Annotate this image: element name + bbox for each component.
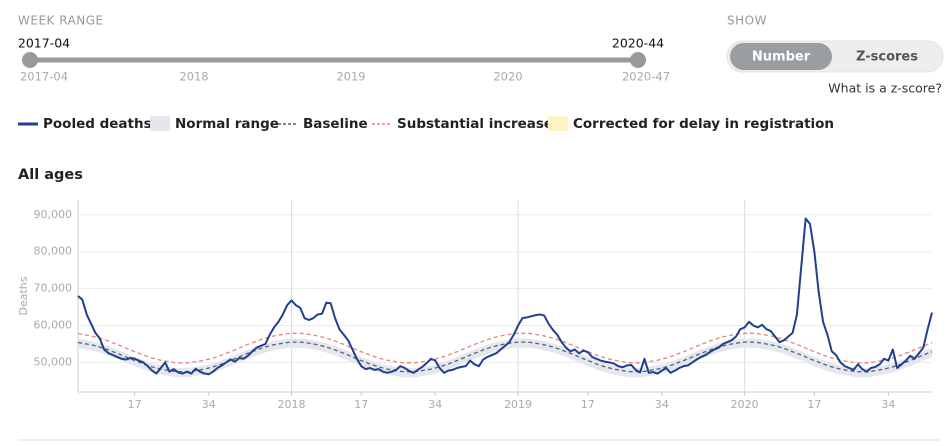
y-tick-label: 70,000 [34,282,73,295]
normal-range-band [78,338,932,378]
y-tick-label: 50,000 [34,355,73,368]
z-score-help[interactable]: What is a z-score? [828,81,942,96]
x-tick-label: 2020 [731,398,759,411]
y-tick-label: 60,000 [34,319,73,332]
y-axis-title: Deaths [17,276,30,315]
legend-label[interactable]: Normal range [175,116,279,132]
x-tick-label: 34 [428,398,442,411]
slider-tick-label: 2019 [336,70,365,84]
week-range-label: WEEK RANGE [18,14,104,28]
legend-swatch [548,116,568,131]
dashed-line [77,332,933,364]
toggle-option[interactable]: Z-scores [856,50,918,65]
x-tick-label: 2019 [504,398,532,411]
y-tick-label: 90,000 [34,208,73,221]
slider-handle-start[interactable] [22,52,38,68]
chart-title: All ages [18,167,83,183]
x-tick-label: 17 [581,398,595,411]
dashed-line [77,341,933,373]
toggle-option[interactable]: Number [752,50,811,65]
legend-label[interactable]: Substantial increase [397,116,553,132]
x-tick-label: 34 [881,398,895,411]
x-tick-label: 34 [202,398,216,411]
slider-tick-label: 2017-04 [20,70,68,84]
x-tick-label: 34 [655,398,669,411]
show-label: SHOW [727,14,767,28]
slider-tick-label: 2018 [179,70,208,84]
slider-tick-label: 2020-47 [622,70,670,84]
legend-label[interactable]: Pooled deaths [43,116,152,132]
x-tick-label: 17 [354,398,368,411]
slider-end-value: 2020-44 [612,36,664,51]
x-tick-label: 2018 [278,398,306,411]
legend-swatch [150,116,170,131]
x-tick-label: 17 [807,398,821,411]
data-line [77,217,933,376]
x-tick-label: 17 [128,398,142,411]
legend-label[interactable]: Baseline [303,116,368,132]
slider-start-value: 2017-04 [18,36,70,51]
legend-label[interactable]: Corrected for delay in registration [573,116,834,132]
y-tick-label: 80,000 [34,245,73,258]
slider-handle-end[interactable] [630,52,646,68]
toggle-selected [730,43,832,70]
slider-tick-label: 2020 [493,70,522,84]
